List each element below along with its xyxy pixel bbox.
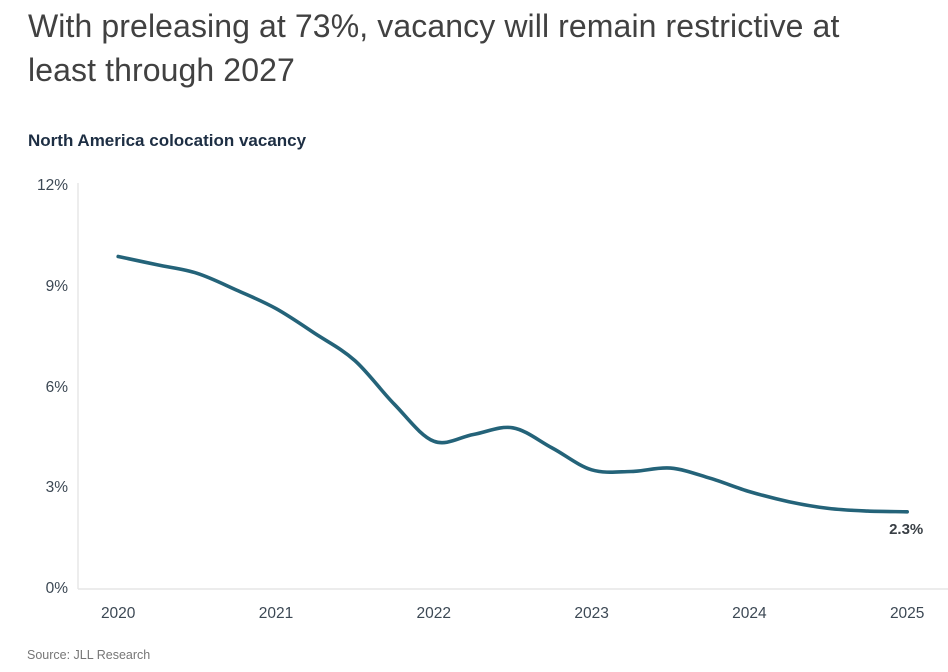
y-tick-label: 12%: [36, 177, 68, 194]
end-value-label: 2.3%: [889, 520, 924, 538]
source-note: Source: JLL Research: [27, 648, 151, 662]
x-tick-label: 2021: [258, 605, 294, 622]
vacancy-series-line: [116, 254, 909, 514]
page-title: With preleasing at 73%, vacancy will rem…: [28, 8, 840, 89]
y-tick-label: 9%: [45, 277, 68, 295]
y-tick-label: 6%: [45, 378, 68, 396]
x-tick-label: 2024: [732, 605, 767, 622]
x-tick-label: 2025: [889, 605, 925, 622]
y-tick-label: 3%: [45, 479, 68, 497]
chart-subtitle: North America colocation vacancy: [28, 131, 307, 150]
y-tick-label: 0%: [45, 580, 68, 597]
x-tick-label: 2023: [574, 605, 609, 622]
x-tick-label: 2022: [416, 605, 452, 622]
x-tick-label: 2020: [100, 605, 136, 622]
axis-lines: [77, 183, 948, 590]
